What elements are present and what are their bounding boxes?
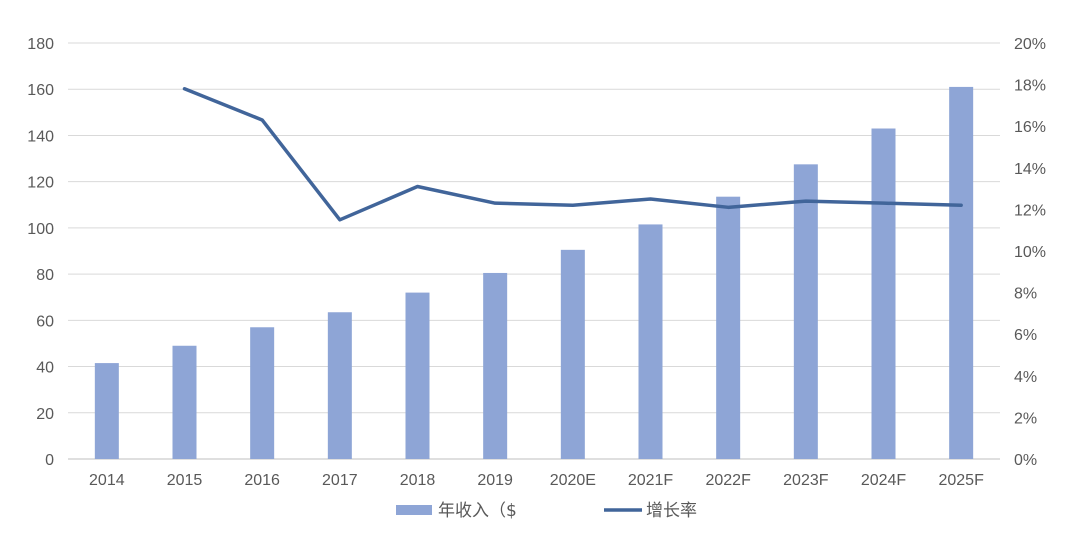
right-y-tick-label: 0%: [1014, 452, 1037, 469]
x-tick-label: 2024F: [861, 472, 907, 489]
right-y-tick-label: 16%: [1014, 119, 1046, 136]
x-tick-label: 2022F: [705, 472, 751, 489]
x-tick-label: 2019: [477, 472, 513, 489]
left-y-axis-ticks: 0 20 40 60 80 100 120 140 160 180: [27, 36, 54, 469]
x-tick-label: 2015: [167, 472, 203, 489]
x-tick-label: 2023F: [783, 472, 829, 489]
right-y-tick-label: 6%: [1014, 327, 1037, 344]
left-y-tick-label: 40: [36, 360, 54, 377]
x-tick-label: 2017: [322, 472, 358, 489]
legend-label-growth: 增长率: [646, 501, 697, 521]
revenue-bar: [327, 312, 352, 459]
left-y-tick-label: 180: [27, 36, 54, 53]
left-y-tick-label: 60: [36, 313, 54, 330]
x-tick-label: 2025F: [938, 472, 984, 489]
revenue-bar: [250, 327, 275, 459]
left-y-tick-label: 160: [27, 82, 54, 99]
revenue-bar: [172, 345, 197, 459]
right-y-tick-label: 2%: [1014, 410, 1037, 427]
x-axis-ticks: 2014 2015 2016 2017 2018 2019 2020E 2021F 2022F 2…: [89, 472, 984, 489]
left-y-tick-label: 20: [36, 406, 54, 423]
growth-rate-series-line: [182, 87, 963, 222]
right-y-axis-ticks: 0% 2% 4% 6% 8% 10% 12% 14% 16% 18% 20%: [1014, 36, 1046, 469]
legend-swatch-revenue: [396, 505, 432, 515]
left-y-tick-label: 140: [27, 128, 54, 145]
legend: 年收入（$ 增长率: [396, 501, 697, 521]
revenue-bar: [483, 272, 508, 459]
x-tick-label: 2018: [400, 472, 436, 489]
revenue-bar: [94, 363, 119, 459]
right-y-tick-label: 14%: [1014, 161, 1046, 178]
x-tick-label: 2020E: [550, 472, 596, 489]
revenue-bar: [949, 86, 974, 460]
left-y-tick-label: 120: [27, 175, 54, 192]
revenue-bar: [716, 196, 741, 459]
right-y-tick-label: 8%: [1014, 286, 1037, 303]
gridlines: [68, 42, 1000, 460]
right-y-tick-label: 12%: [1014, 202, 1046, 219]
left-y-tick-label: 100: [27, 221, 54, 238]
growth-rate-line: [182, 87, 963, 222]
right-y-tick-label: 18%: [1014, 78, 1046, 95]
left-y-tick-label: 80: [36, 267, 54, 284]
revenue-bar: [871, 128, 896, 459]
left-y-tick-label: 0: [45, 452, 54, 469]
x-tick-label: 2014: [89, 472, 125, 489]
revenue-bar: [638, 224, 663, 459]
revenue-bar: [793, 164, 818, 460]
x-tick-label: 2021F: [628, 472, 674, 489]
right-y-tick-label: 20%: [1014, 36, 1046, 53]
x-tick-label: 2016: [244, 472, 280, 489]
revenue-bar: [560, 249, 585, 459]
revenue-bars: [94, 86, 974, 460]
revenue-bar: [405, 292, 430, 459]
right-y-tick-label: 10%: [1014, 244, 1046, 261]
right-y-tick-label: 4%: [1014, 369, 1037, 386]
legend-label-revenue: 年收入（$: [438, 501, 517, 521]
